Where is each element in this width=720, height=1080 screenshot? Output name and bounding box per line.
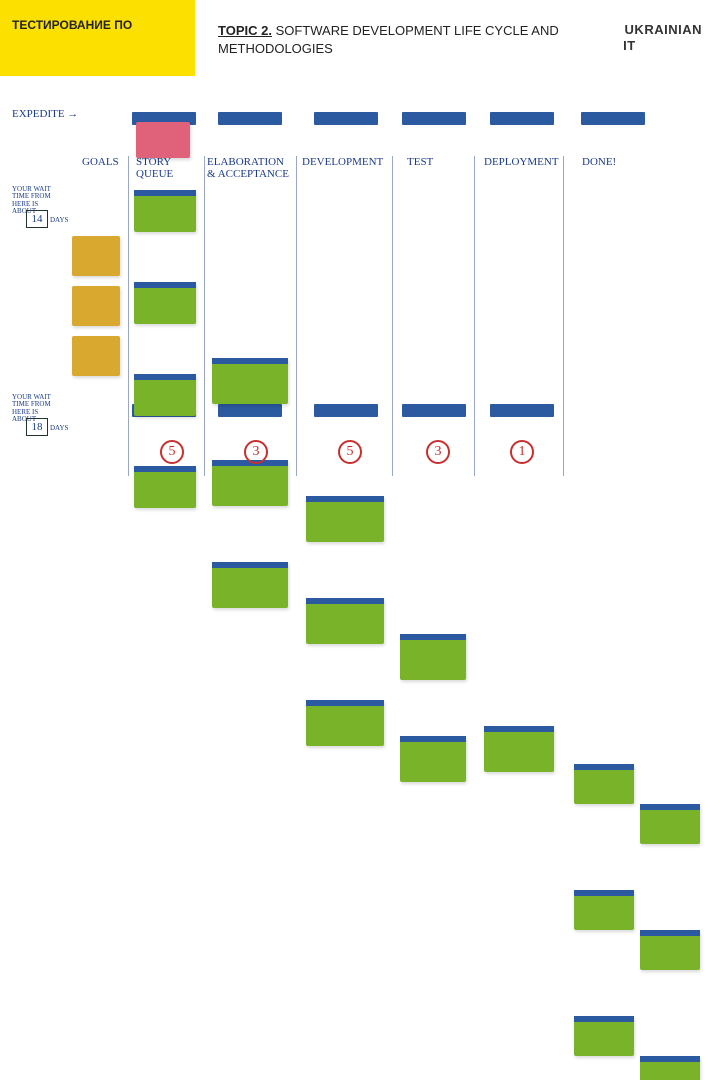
- story-card[interactable]: [400, 634, 466, 680]
- column-divider: [128, 156, 129, 476]
- header-accent: [0, 0, 195, 76]
- blue-strip: [218, 404, 282, 417]
- column-label: STORY QUEUE: [136, 156, 173, 180]
- blue-strip: [218, 112, 282, 125]
- story-card[interactable]: [574, 890, 634, 930]
- column-divider: [392, 156, 393, 476]
- story-card[interactable]: [574, 1016, 634, 1056]
- story-card[interactable]: [212, 460, 288, 506]
- blue-strip: [490, 404, 554, 417]
- goal-card[interactable]: [72, 286, 120, 326]
- slide-header: ТЕСТИРОВАНИЕ ПО TOPIC 2. SOFTWARE DEVELO…: [0, 0, 720, 76]
- wait-time-value: 14: [26, 210, 48, 228]
- goal-card[interactable]: [72, 336, 120, 376]
- wip-limit: 5: [338, 440, 362, 464]
- wait-time-unit: DAYS: [50, 216, 68, 224]
- story-card[interactable]: [306, 496, 384, 542]
- column-divider: [474, 156, 475, 476]
- story-card[interactable]: [640, 930, 700, 970]
- expedite-lane-label: EXPEDITE →: [12, 108, 78, 120]
- wip-limit: 3: [426, 440, 450, 464]
- wip-limit: 5: [160, 440, 184, 464]
- wip-limit: 3: [244, 440, 268, 464]
- column-label: TEST: [407, 156, 433, 168]
- blue-strip: [490, 112, 554, 125]
- story-card[interactable]: [134, 190, 196, 232]
- story-card[interactable]: [212, 562, 288, 608]
- column-label: DONE!: [582, 156, 616, 168]
- wait-time-unit: DAYS: [50, 424, 68, 432]
- column-label: ELABORATION & ACCEPTANCE: [207, 156, 289, 180]
- topic-number: TOPIC 2.: [218, 23, 272, 38]
- story-card[interactable]: [306, 598, 384, 644]
- goal-card[interactable]: [72, 236, 120, 276]
- kanban-board: EXPEDITE → GOALS STORY QUEUE ELABORATION &…: [12, 108, 708, 508]
- column-divider: [563, 156, 564, 476]
- story-card[interactable]: [134, 282, 196, 324]
- brand-line1: UKRAINIAN: [623, 22, 702, 38]
- story-card[interactable]: [640, 1056, 700, 1080]
- header-left-title: ТЕСТИРОВАНИЕ ПО: [12, 18, 132, 32]
- story-card[interactable]: [212, 358, 288, 404]
- blue-strip: [314, 112, 378, 125]
- column-label: DEVELOPMENT: [302, 156, 383, 168]
- story-card[interactable]: [400, 736, 466, 782]
- blue-strip: [581, 112, 645, 125]
- story-card[interactable]: [134, 374, 196, 416]
- story-card[interactable]: [134, 466, 196, 508]
- brand-logo: UKRAINIAN IT_SCHOOL: [623, 22, 702, 53]
- header-topic: TOPIC 2. SOFTWARE DEVELOPMENT LIFE CYCLE…: [218, 22, 578, 57]
- story-card[interactable]: [484, 726, 554, 772]
- story-card[interactable]: [306, 700, 384, 746]
- expedite-card[interactable]: [136, 122, 190, 158]
- story-card[interactable]: [574, 764, 634, 804]
- column-divider: [296, 156, 297, 476]
- brand-line2: IT_SCHOOL: [623, 38, 702, 54]
- column-label: DEPLOYMENT: [484, 156, 559, 168]
- wait-time-value: 18: [26, 418, 48, 436]
- blue-strip: [314, 404, 378, 417]
- blue-strip: [402, 404, 466, 417]
- wip-limit: 1: [510, 440, 534, 464]
- story-card[interactable]: [640, 804, 700, 844]
- blue-strip: [402, 112, 466, 125]
- column-divider: [204, 156, 205, 476]
- column-label: GOALS: [82, 156, 119, 168]
